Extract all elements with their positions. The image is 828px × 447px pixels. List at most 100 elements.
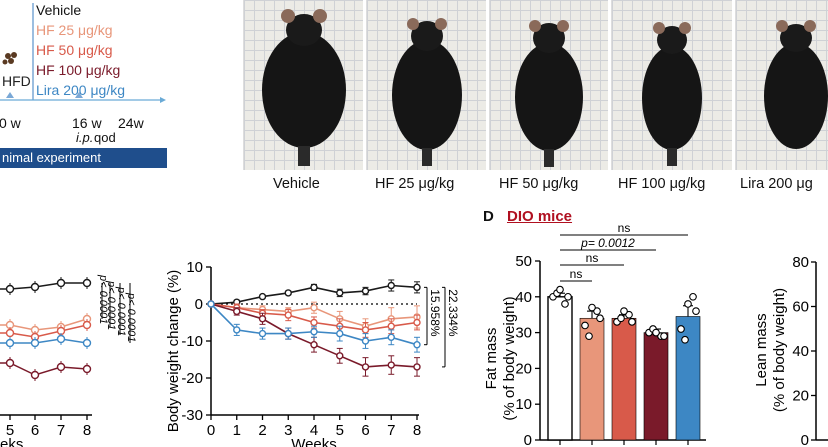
stat-label: p< 0.0001 — [115, 286, 127, 336]
point-lira — [336, 329, 344, 338]
data-point — [561, 300, 569, 308]
y-axis-label: Body weight change (%) — [165, 270, 182, 433]
x-tick-label: 2 — [258, 422, 266, 439]
data-point — [596, 314, 604, 323]
legend-hf100: HF 100 μg/kg — [36, 62, 121, 78]
x-tick-label: 5 — [6, 422, 14, 439]
stat-label: p< 0.0001 — [125, 292, 137, 342]
data-point — [628, 318, 636, 326]
data-point — [30, 282, 40, 292]
y-axis-label-sub: (% of body weight) — [501, 296, 518, 420]
food-pellets-icon — [2, 52, 17, 65]
x-tick-label: 7 — [57, 422, 65, 439]
y-axis-label: Fat mass — [483, 328, 500, 390]
photo-label-hf50: HF 50 μg/kg — [499, 176, 579, 192]
x-tick-label: 7 — [387, 422, 395, 439]
point-hf100 — [361, 363, 370, 371]
week-24-label: 24w — [118, 115, 144, 131]
panel-d-title: DIO mice — [507, 208, 573, 225]
bar-2 — [611, 317, 637, 441]
legend-vehicle: Vehicle — [36, 2, 82, 18]
point-vehicle — [284, 289, 292, 297]
point-lira — [233, 326, 241, 334]
annotation-lira: 15.958% — [428, 289, 442, 337]
point-lira — [361, 337, 370, 345]
mouse-image — [764, 20, 828, 149]
data-point — [5, 358, 15, 368]
data-point — [5, 284, 15, 294]
point-vehicle — [387, 281, 395, 290]
data-point — [30, 370, 40, 380]
treatment-marker-icon — [75, 92, 83, 98]
point-hf50 — [361, 326, 370, 334]
y-tick-label: 40 — [792, 343, 809, 360]
photo-hf25 — [366, 0, 486, 170]
photo-hf50 — [489, 0, 608, 170]
y-tick-label: 80 — [792, 254, 809, 271]
point-hf50 — [387, 322, 395, 330]
y-tick-label: 0 — [195, 296, 203, 313]
data-point — [56, 334, 66, 344]
photo-label-hf100: HF 100 μg/kg — [618, 176, 706, 192]
chart-lean-mass: 80 60 40 20 0 Lean mass (% of body weight) — [753, 254, 828, 447]
x-tick-label: 6 — [31, 422, 39, 439]
point-vehicle — [361, 287, 370, 295]
data-point — [82, 338, 92, 348]
bar-4 — [675, 316, 701, 441]
data-point — [588, 303, 596, 312]
data-point — [556, 285, 564, 294]
comparison-label: p= 0.0012 — [580, 236, 635, 250]
photo-label-hf25: HF 25 μg/kg — [375, 176, 455, 192]
point-hf50 — [413, 318, 421, 327]
point-hf100 — [387, 361, 395, 369]
point-vehicle — [310, 283, 318, 292]
point-hf50 — [310, 318, 318, 327]
point-lira — [258, 329, 267, 338]
mouse-image — [642, 22, 702, 166]
comparison-label: ns — [586, 251, 599, 265]
data-point — [82, 364, 92, 374]
y-tick-label: 60 — [792, 299, 809, 316]
data-point — [625, 310, 633, 319]
start-marker-icon — [6, 92, 14, 98]
point-hf100 — [258, 315, 267, 323]
y-tick-label: 0 — [524, 432, 532, 447]
qod-label: qod — [94, 130, 116, 145]
y-tick-label: -20 — [181, 370, 203, 387]
y-tick-label: 50 — [515, 253, 532, 270]
experiment-schematic: Vehicle HF 25 μg/kg HF 50 μg/kg HF 100 μ… — [0, 0, 168, 172]
x-tick-label: 4 — [310, 422, 318, 439]
ip-label: i.p. — [76, 130, 94, 145]
data-point — [660, 332, 668, 341]
x-tick-label: 5 — [336, 422, 344, 439]
data-point — [56, 278, 66, 288]
point-lira — [387, 333, 395, 342]
data-point — [581, 321, 589, 330]
data-point — [30, 338, 40, 348]
legend-hf50: HF 50 μg/kg — [36, 42, 113, 58]
y-tick-label: 20 — [515, 360, 532, 377]
point-vehicle — [413, 283, 421, 292]
legend-hf25: HF 25 μg/kg — [36, 22, 113, 38]
point-hf100 — [413, 363, 421, 371]
point-hf25 — [310, 303, 318, 312]
data-point — [684, 300, 692, 308]
data-point — [689, 292, 697, 301]
data-point — [5, 338, 15, 348]
svg-text:HFD: HFD — [2, 73, 31, 89]
data-point — [5, 328, 15, 338]
week-16-label: 16 w — [72, 115, 102, 131]
y-axis-label-sub: (% of body weight) — [771, 288, 788, 412]
data-point — [564, 292, 572, 301]
x-tick-label: 0 — [207, 422, 215, 439]
schematic-graphics: HFD — [0, 3, 166, 103]
y-axis-label: Lean mass — [753, 313, 770, 386]
week-0-label: 0 w — [0, 115, 21, 131]
data-point — [617, 314, 625, 323]
point-lira — [207, 300, 215, 308]
x-tick-label: 8 — [83, 422, 91, 439]
comparison-label: ns — [618, 225, 631, 235]
